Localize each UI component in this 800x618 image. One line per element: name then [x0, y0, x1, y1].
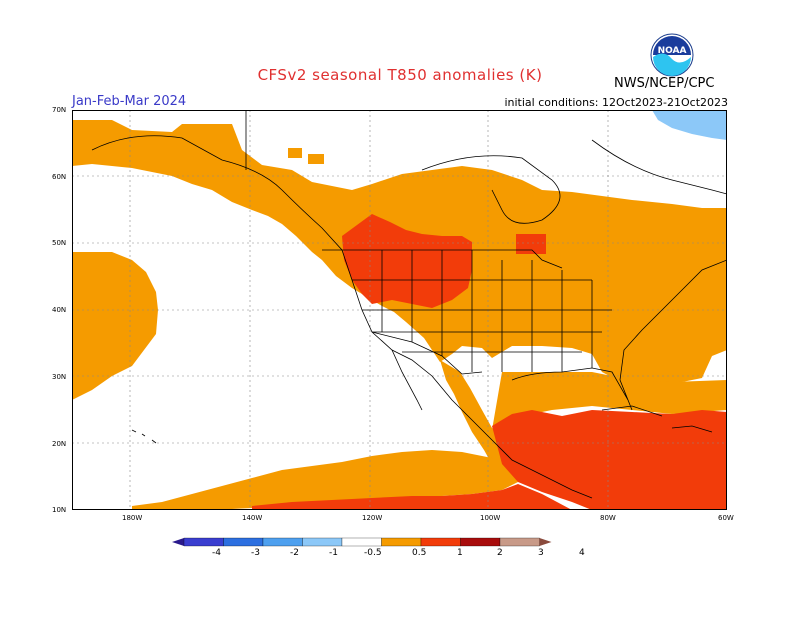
colorbar-segment	[223, 537, 264, 547]
season-label: Jan-Feb-Mar 2024	[72, 94, 187, 109]
colorbar-segment	[341, 537, 382, 547]
coastlines	[91, 110, 727, 499]
initial-conditions-label: initial conditions: 12Oct2023-21Oct2023	[504, 96, 728, 109]
anomaly-region-red	[252, 214, 727, 510]
colorbar	[172, 537, 552, 547]
noaa-logo-icon: NOAA	[650, 33, 694, 77]
colorbar-segment	[420, 537, 461, 547]
logo-text: NOAA	[658, 46, 687, 56]
colorbar-label-1: 1	[457, 548, 463, 558]
colorbar-arrow-left	[172, 538, 184, 546]
lon-label-120w: 120W	[362, 514, 383, 522]
lon-label-60w: 60W	[718, 514, 734, 522]
anomaly-region-light-blue	[652, 110, 727, 140]
colorbar-segment	[183, 537, 224, 547]
colorbar-arrow-right	[539, 538, 552, 546]
colorbar-label-m2: -2	[290, 548, 299, 558]
map-frame	[72, 110, 727, 510]
lat-label-60n: 60N	[52, 173, 67, 181]
colorbar-label-2: 2	[497, 548, 503, 558]
colorbar-label-4: 4	[579, 548, 585, 558]
colorbar-label-3: 3	[538, 548, 544, 558]
lon-label-100w: 100W	[480, 514, 501, 522]
colorbar-label-m4: -4	[212, 548, 221, 558]
colorbar-label-m05: -0.5	[364, 548, 382, 558]
agency-label: NWS/NCEP/CPC	[614, 76, 715, 91]
anomaly-map	[72, 110, 727, 510]
colorbar-segment	[460, 537, 501, 547]
colorbar-segment	[302, 537, 343, 547]
lon-label-140w: 140W	[242, 514, 263, 522]
lon-label-80w: 80W	[600, 514, 616, 522]
colorbar-label-m3: -3	[251, 548, 260, 558]
lon-label-180w: 180W	[122, 514, 143, 522]
lat-label-50n: 50N	[52, 239, 67, 247]
colorbar-segment	[499, 537, 540, 547]
lat-label-20n: 20N	[52, 440, 67, 448]
colorbar-segment	[262, 537, 303, 547]
colorbar-label-m1: -1	[329, 548, 338, 558]
lat-label-40n: 40N	[52, 306, 67, 314]
map-title: CFSv2 seasonal T850 anomalies (K)	[257, 66, 543, 84]
lat-label-10n: 10N	[52, 506, 67, 514]
colorbar-label-05: 0.5	[412, 548, 427, 558]
colorbar-segment	[381, 537, 422, 547]
lat-label-70n: 70N	[52, 106, 67, 114]
lat-label-30n: 30N	[52, 373, 67, 381]
